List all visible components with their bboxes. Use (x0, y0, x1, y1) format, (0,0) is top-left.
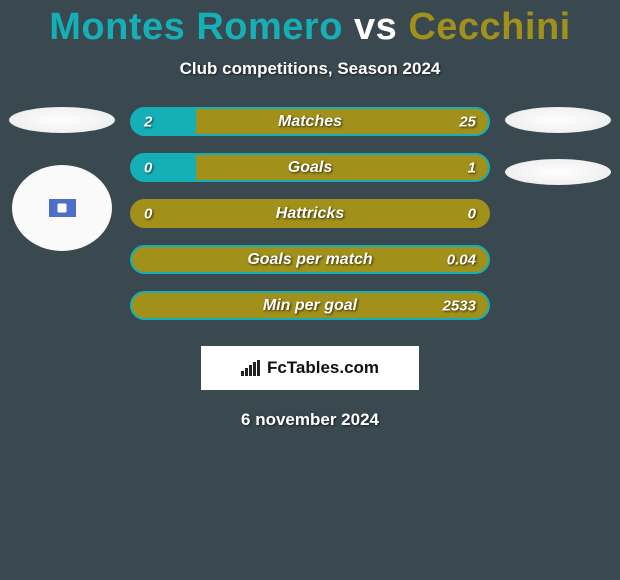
bar-value-left: 0 (144, 159, 152, 176)
date-text: 6 november 2024 (0, 410, 620, 430)
bar-value-right: 25 (459, 113, 476, 130)
club-logo-placeholder (505, 159, 611, 185)
stat-bar: Goals per match 0.04 (130, 245, 490, 274)
source-logo[interactable]: FcTables.com (201, 346, 419, 390)
bar-value-left: 2 (144, 113, 152, 130)
bar-value-left: 0 (144, 205, 152, 222)
bar-value-right: 1 (468, 159, 476, 176)
player-nationality-badge (12, 165, 112, 251)
bars-icon (241, 360, 261, 376)
bar-fill-player2 (196, 109, 488, 134)
subtitle: Club competitions, Season 2024 (0, 59, 620, 79)
bar-label: Goals per match (247, 251, 372, 269)
bar-value-right: 0 (468, 205, 476, 222)
bar-value-right: 2533 (443, 297, 476, 314)
source-logo-text: FcTables.com (267, 358, 379, 378)
club-logo-placeholder (9, 107, 115, 133)
stat-bar: 2 Matches 25 (130, 107, 490, 136)
title-player2: Cecchini (408, 6, 570, 48)
title-player1: Montes Romero (49, 6, 343, 48)
comparison-card: Montes Romero vs Cecchini Club competiti… (0, 0, 620, 430)
page-title: Montes Romero vs Cecchini (0, 6, 620, 49)
bar-label: Goals (288, 159, 332, 177)
body-row: 2 Matches 25 0 Goals 1 0 Hattricks 0 Goals per ma… (0, 107, 620, 320)
bar-fill-player2 (196, 155, 488, 180)
stat-bar: Min per goal 2533 (130, 291, 490, 320)
left-side-column (0, 107, 120, 320)
bar-label: Min per goal (263, 297, 357, 315)
bar-label: Hattricks (276, 205, 344, 223)
stat-bar: 0 Hattricks 0 (130, 199, 490, 228)
flag-icon (49, 199, 76, 217)
bar-value-right: 0.04 (447, 251, 476, 268)
bar-label: Matches (278, 113, 342, 131)
club-logo-placeholder (505, 107, 611, 133)
stat-bars: 2 Matches 25 0 Goals 1 0 Hattricks 0 Goals per ma… (120, 107, 500, 320)
right-side-column (500, 107, 620, 320)
stat-bar: 0 Goals 1 (130, 153, 490, 182)
title-vs: vs (354, 6, 397, 48)
